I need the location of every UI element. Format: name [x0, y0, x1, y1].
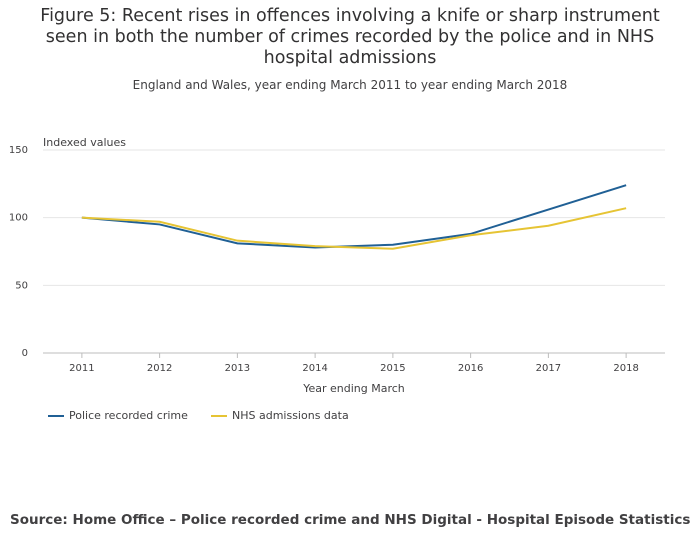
x-axis-label: Year ending March [302, 382, 405, 395]
x-tick-label: 2012 [147, 363, 172, 374]
series-line [81, 184, 627, 249]
legend-label: NHS admissions data [232, 409, 349, 422]
x-tick-label: 2016 [458, 363, 483, 374]
x-tick-label: 2015 [380, 363, 405, 374]
y-tick-label: 0 [22, 348, 28, 359]
y-tick-label: 150 [9, 145, 28, 156]
chart-title: Figure 5: Recent rises in offences invol… [40, 6, 660, 68]
x-tick-label: 2011 [69, 363, 94, 374]
x-tick-label: 2014 [302, 363, 327, 374]
x-tick-label: 2017 [536, 363, 561, 374]
y-tick-label: 50 [15, 280, 28, 291]
source: Source: Home Office – Police recorded cr… [10, 512, 691, 528]
x-tick-label: 2018 [613, 363, 638, 374]
chart-subtitle: England and Wales, year ending March 201… [132, 78, 568, 92]
y-tick-label: 100 [9, 213, 28, 224]
series-line [81, 207, 627, 250]
legend-label: Police recorded crime [69, 409, 188, 422]
y-axis-label: Indexed values [43, 136, 126, 149]
x-tick-label: 2013 [225, 363, 250, 374]
